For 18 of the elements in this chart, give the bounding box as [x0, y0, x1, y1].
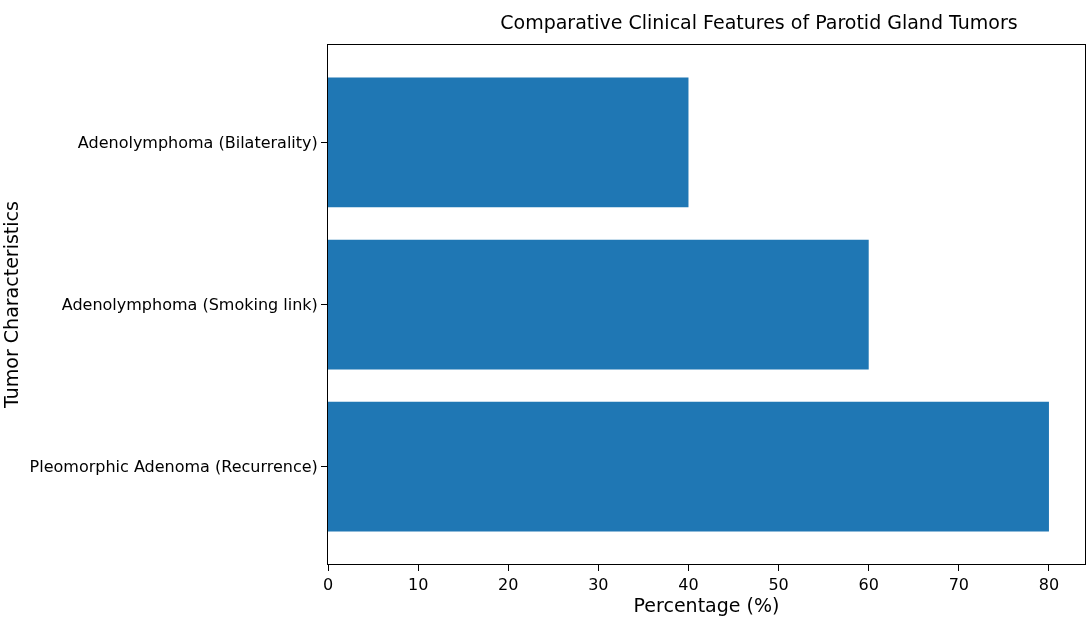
bar: [328, 77, 689, 208]
x-tick-label: 10: [407, 575, 429, 595]
x-tick-label: 30: [588, 575, 609, 595]
x-axis-title: Percentage (%): [633, 594, 780, 617]
x-tick-label: 60: [858, 575, 879, 595]
y-tick-label: Adenolymphoma (Smoking link): [61, 295, 318, 315]
bar: [328, 401, 1049, 532]
x-tick-label: 70: [948, 575, 970, 595]
bar: [328, 239, 869, 370]
x-tick-label: 20: [498, 575, 519, 595]
y-tick-label: Adenolymphoma (Bilaterality): [77, 132, 318, 152]
x-tick-label: 50: [768, 575, 789, 595]
y-axis-title: Tumor Characteristics: [0, 201, 22, 409]
x-tick-label: 80: [1038, 575, 1060, 595]
chart-title: Comparative Clinical Features of Parotid Gland Tumors: [500, 10, 1018, 33]
x-tick-label: 40: [678, 575, 699, 595]
y-tick-label: Pleomorphic Adenoma (Recurrence): [29, 457, 318, 477]
x-tick-label: 0: [322, 575, 334, 595]
